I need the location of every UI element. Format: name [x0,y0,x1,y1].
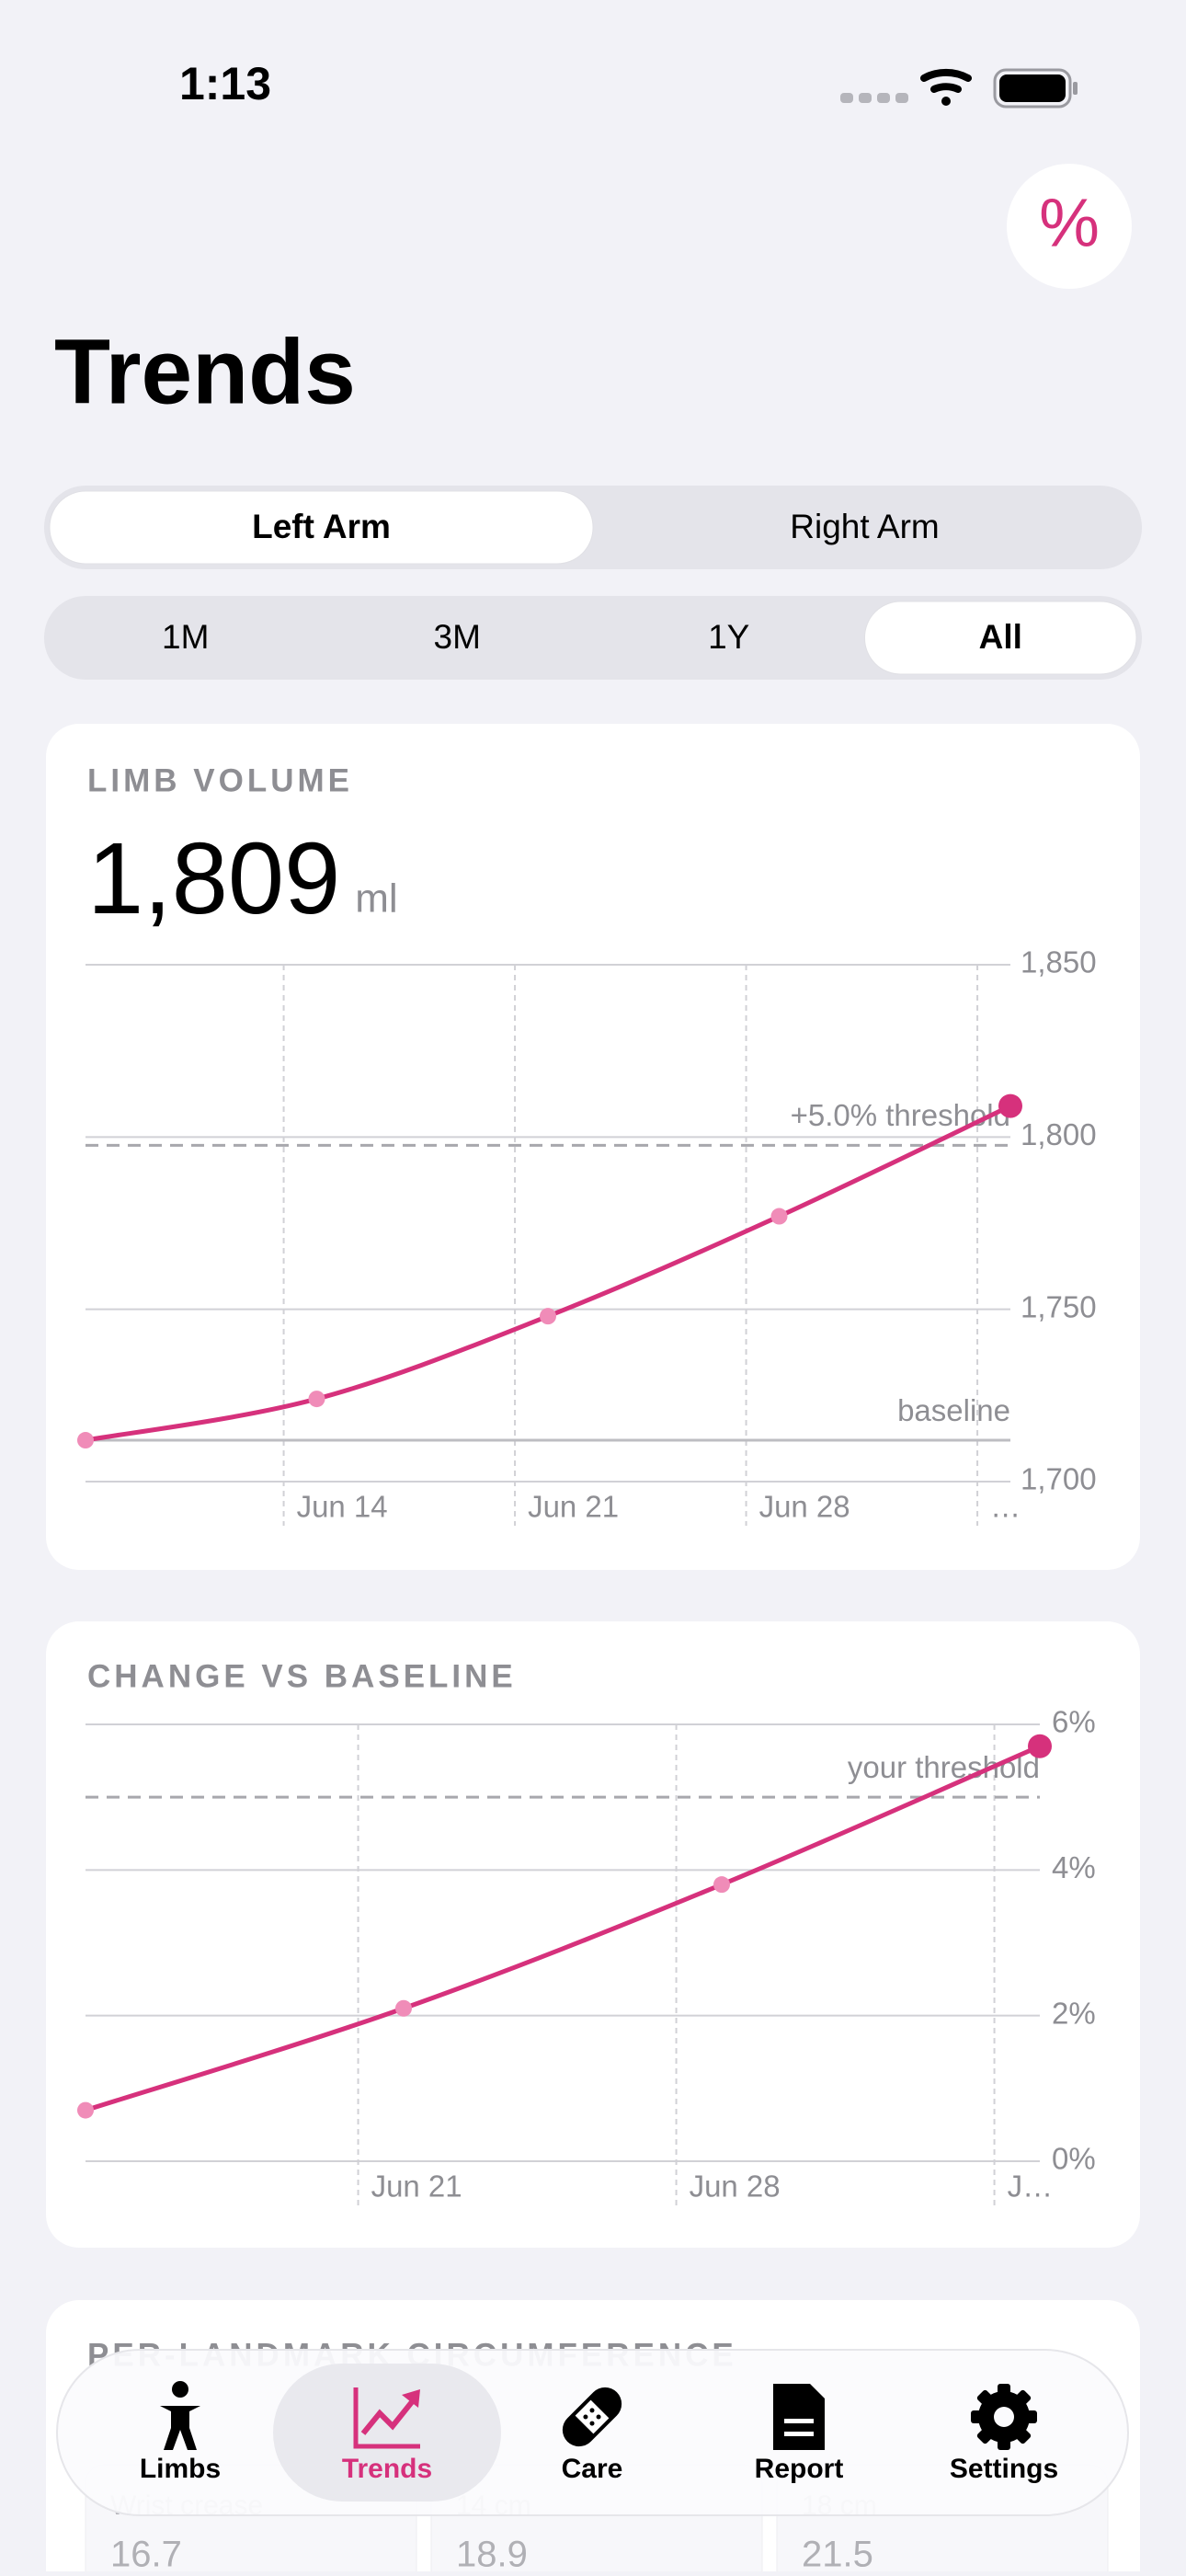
data-point [395,1999,412,2017]
segment-selected [864,601,1137,675]
chart: 1,700 1,750 1,800 1,850 Jun 14 Jun 21 Jun 28 … +… [77,945,1097,1526]
headline-unit: ml [355,876,397,922]
percent-button-label[interactable]: % [1039,185,1100,261]
chart: 0% 2% 4% 6% Jun 21 Jun 28 J… your threshold [77,1705,1096,2205]
tab-icon[interactable] [555,2380,628,2453]
tab-icon[interactable] [160,2381,200,2450]
tab-label[interactable]: Report [755,2454,844,2484]
tab-bar: Limbs Trends Care Report Settings [56,2349,1129,2516]
segment-label[interactable]: Right Arm [790,508,939,545]
y-tick-label: 1,800 [1021,1117,1097,1151]
headline-value: 1,809 [87,822,340,935]
x-tick-label: Jun 14 [297,1490,388,1524]
range-selector: 1M 3M 1Y All [44,596,1142,680]
page-title: Trends [54,320,356,423]
data-point [713,1876,730,1894]
data-point [770,1208,788,1225]
status-time: 1:13 [179,58,271,109]
signal-icon [840,93,908,103]
x-tick-label: Jun 21 [371,2170,462,2204]
segment-label[interactable]: Left Arm [252,508,391,545]
reference-label: +5.0% threshold [791,1098,1010,1132]
tab-icon[interactable] [971,2384,1037,2450]
data-point [77,1432,94,1449]
data-point [1028,1734,1052,1758]
segment-label[interactable]: All [979,618,1022,656]
landmark-value: 18.9 [456,2535,528,2571]
landmark-value: 16.7 [110,2535,182,2571]
data-line [85,1744,1041,2112]
landmark-value: 21.5 [802,2535,873,2571]
card [46,724,1140,1570]
segment-label[interactable]: 1Y [708,618,749,656]
tab-label[interactable]: Limbs [140,2454,221,2484]
card-title: LIMB VOLUME [87,762,353,798]
reference-label: baseline [897,1393,1010,1427]
y-tick-label: 1,700 [1021,1462,1097,1496]
x-tick-label: Jun 28 [690,2170,781,2204]
tab-label[interactable]: Care [562,2454,623,2484]
data-point [998,1093,1022,1118]
data-point [540,1308,556,1325]
segment-label[interactable]: 3M [434,618,481,656]
x-tick-label: J… [1008,2170,1054,2204]
segment-selected [49,490,594,565]
tab-label[interactable]: Settings [950,2454,1058,2484]
wifi-icon [920,68,972,106]
y-tick-label: 2% [1052,1996,1096,2030]
y-tick-label: 0% [1052,2142,1096,2176]
y-tick-label: 6% [1052,1705,1096,1739]
arm-selector: Left Arm Right Arm [44,486,1142,569]
x-tick-label: … [990,1490,1021,1524]
tab-label[interactable]: Trends [342,2454,432,2484]
segment-label[interactable]: 1M [162,618,209,656]
data-point [77,2101,94,2119]
y-tick-label: 1,750 [1021,1289,1097,1323]
data-point [308,1391,325,1408]
x-tick-label: Jun 28 [759,1490,850,1524]
battery-icon [993,68,1078,109]
segment-track [44,596,1142,680]
percent-button[interactable] [1007,164,1132,289]
y-tick-label: 1,850 [1021,945,1097,979]
y-tick-label: 4% [1052,1850,1096,1884]
tab-selected-background [273,2364,501,2502]
reference-label: your threshold [848,1750,1040,1784]
tab-icon[interactable] [353,2387,420,2449]
tab-icon[interactable] [773,2384,825,2450]
x-tick-label: Jun 21 [528,1490,619,1524]
card-title: CHANGE VS BASELINE [87,1658,517,1694]
